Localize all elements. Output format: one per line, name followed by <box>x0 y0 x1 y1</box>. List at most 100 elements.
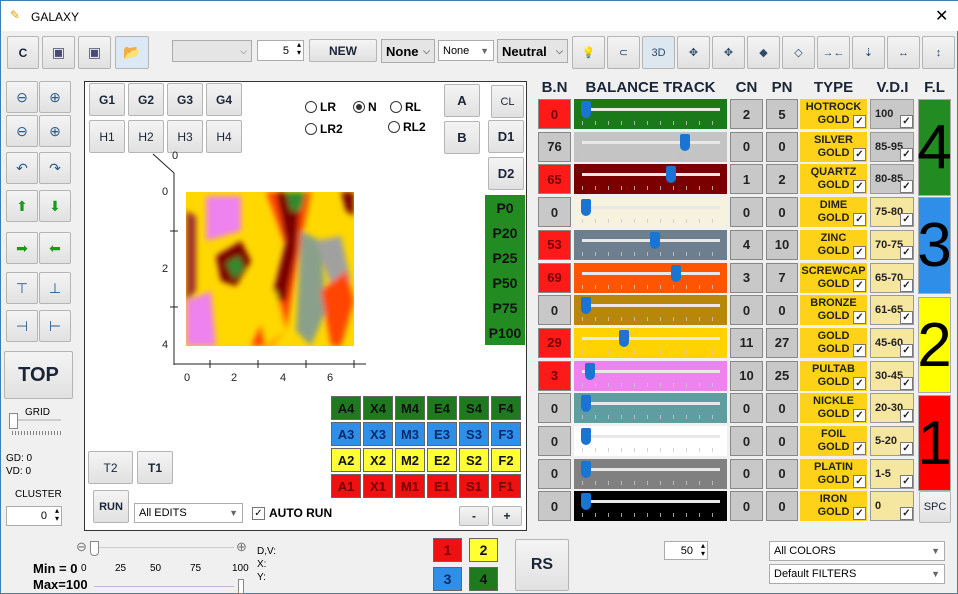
type-cell[interactable]: SCREWCAP GOLD ✓ <box>800 262 867 293</box>
insert-row-top-button[interactable]: ⊤ <box>6 272 38 304</box>
type-checkbox[interactable]: ✓ <box>853 442 866 455</box>
arrow-right-button[interactable]: ➡ <box>6 232 38 264</box>
balance-track-slider[interactable] <box>574 458 727 489</box>
vdi-checkbox[interactable]: ✓ <box>900 213 913 227</box>
grid-cell-m1[interactable]: M1 <box>395 474 425 498</box>
grid-cell-x1[interactable]: X1 <box>363 474 393 498</box>
vdi-checkbox[interactable]: ✓ <box>900 343 913 357</box>
move-select-button[interactable]: ✥ <box>677 36 710 69</box>
zoom-out-icon[interactable]: ⊖ <box>76 539 87 554</box>
p-level-p50[interactable]: P50 <box>485 270 525 295</box>
colors-select[interactable]: All COLORS ▼ <box>769 541 945 561</box>
a-button[interactable]: A <box>444 84 480 117</box>
h3-button[interactable]: H3 <box>167 120 203 153</box>
save-as-button[interactable]: ▣ <box>78 36 111 69</box>
type-checkbox[interactable]: ✓ <box>853 278 866 292</box>
grid-cell-s3[interactable]: S3 <box>459 422 489 446</box>
radio-rl2[interactable]: RL2 <box>388 120 426 134</box>
grid-cell-a4[interactable]: A4 <box>331 396 361 420</box>
type-checkbox[interactable]: ✓ <box>853 115 866 128</box>
grid-cell-x2[interactable]: X2 <box>363 448 393 472</box>
close-icon[interactable]: ✕ <box>935 8 949 25</box>
flip-horizontal-button[interactable]: ⊖ <box>6 115 38 147</box>
file-combo[interactable]: ⌵ <box>172 40 252 62</box>
vdi-checkbox[interactable]: ✓ <box>900 245 913 259</box>
insert-row-bottom-button[interactable]: ⊥ <box>39 272 71 304</box>
slider-thumb[interactable] <box>581 460 591 478</box>
p-level-p20[interactable]: P20 <box>485 220 525 245</box>
slider-thumb[interactable] <box>665 166 676 184</box>
save-button[interactable]: ▣ <box>42 36 75 69</box>
flip-vertical-button[interactable]: ⊖ <box>6 81 38 113</box>
type-checkbox[interactable]: ✓ <box>853 507 866 521</box>
grid-cell-f3[interactable]: F3 <box>491 422 521 446</box>
slider-thumb[interactable] <box>581 428 591 445</box>
vdi-checkbox[interactable]: ✓ <box>900 311 913 325</box>
b-button[interactable]: B <box>444 121 480 154</box>
grid-cell-s4[interactable]: S4 <box>459 396 489 420</box>
d2-button[interactable]: D2 <box>488 157 524 190</box>
vdi-cell[interactable]: 70-75 ✓ <box>870 229 914 260</box>
t1-button[interactable]: T1 <box>137 451 173 484</box>
lightbulb-button[interactable]: 💡 <box>572 36 605 69</box>
vdi-cell[interactable]: 30-45 ✓ <box>870 360 914 391</box>
expand-horizontal-button[interactable]: ↔ <box>887 36 920 69</box>
g2-button[interactable]: G2 <box>128 83 164 116</box>
slider-thumb[interactable] <box>679 133 690 151</box>
type-cell[interactable]: BRONZE GOLD ✓ <box>800 295 867 326</box>
edits-select[interactable]: All EDITS ▼ <box>134 503 243 523</box>
flip-vertical-alt-button[interactable]: ⊕ <box>39 81 71 113</box>
type-cell[interactable]: SILVER GOLD ✓ <box>800 131 867 162</box>
balance-track-slider[interactable] <box>574 262 727 293</box>
balance-track-slider[interactable] <box>574 295 727 326</box>
vdi-checkbox[interactable]: ✓ <box>900 442 913 455</box>
balance-track-slider[interactable] <box>574 229 727 260</box>
filters-select[interactable]: Default FILTERS ▼ <box>769 564 945 584</box>
eraser-button[interactable]: ◆ <box>747 36 780 69</box>
grid-cell-f1[interactable]: F1 <box>491 474 521 498</box>
radio-lr[interactable]: LR <box>305 100 336 114</box>
rotate-right-button[interactable]: ↷ <box>39 152 71 184</box>
vdi-cell[interactable]: 80-85 ✓ <box>870 164 914 195</box>
vdi-cell[interactable]: 1-5 ✓ <box>870 458 914 489</box>
d1-button[interactable]: D1 <box>488 120 524 153</box>
vdi-cell[interactable]: 100 ✓ <box>870 99 914 129</box>
vdi-checkbox[interactable]: ✓ <box>900 278 913 292</box>
balance-track-slider[interactable] <box>574 491 727 522</box>
slider-thumb[interactable] <box>581 395 591 413</box>
grid-cell-x4[interactable]: X4 <box>363 396 393 420</box>
p-level-p25[interactable]: P25 <box>485 245 525 270</box>
grid-cell-f4[interactable]: F4 <box>491 396 521 420</box>
neutral-combo[interactable]: Neutral ⌵ <box>497 39 568 63</box>
grid-cell-m2[interactable]: M2 <box>395 448 425 472</box>
fl-level-2[interactable]: 2 <box>917 297 952 393</box>
3d-button[interactable]: 3D <box>642 36 675 69</box>
vdi-cell[interactable]: 61-65 ✓ <box>870 295 914 326</box>
auto-run-checkbox[interactable]: ✓ <box>252 507 265 520</box>
type-cell[interactable]: HOTROCK GOLD ✓ <box>800 99 867 129</box>
radio-indicator[interactable] <box>305 101 317 113</box>
type-cell[interactable]: DIME GOLD ✓ <box>800 197 867 228</box>
max-thumb[interactable] <box>238 579 244 594</box>
grid-cell-m4[interactable]: M4 <box>395 396 425 420</box>
color-filter-1[interactable]: 1 <box>433 538 462 562</box>
type-checkbox[interactable]: ✓ <box>853 376 866 390</box>
c-button[interactable]: C <box>7 36 39 69</box>
balance-track-slider[interactable] <box>574 426 727 456</box>
slider-thumb[interactable] <box>584 362 595 380</box>
g1-button[interactable]: G1 <box>89 83 125 116</box>
balance-track-slider[interactable] <box>574 197 727 228</box>
grid-cell-m3[interactable]: M3 <box>395 422 425 446</box>
expand-vertical-button[interactable]: ↕ <box>922 36 955 69</box>
balance-track-slider[interactable] <box>574 164 727 195</box>
count-spinner[interactable]: 5 <box>257 40 304 61</box>
radio-indicator[interactable] <box>388 121 400 133</box>
slider-thumb[interactable] <box>581 101 591 118</box>
open-button[interactable]: 📂 <box>115 36 149 69</box>
top-button[interactable]: TOP <box>4 351 73 399</box>
type-checkbox[interactable]: ✓ <box>853 343 866 357</box>
slider-thumb[interactable] <box>649 231 660 249</box>
vdi-checkbox[interactable]: ✓ <box>900 180 913 194</box>
type-cell[interactable]: FOIL GOLD ✓ <box>800 426 867 456</box>
vdi-cell[interactable]: 0 ✓ <box>870 491 914 522</box>
